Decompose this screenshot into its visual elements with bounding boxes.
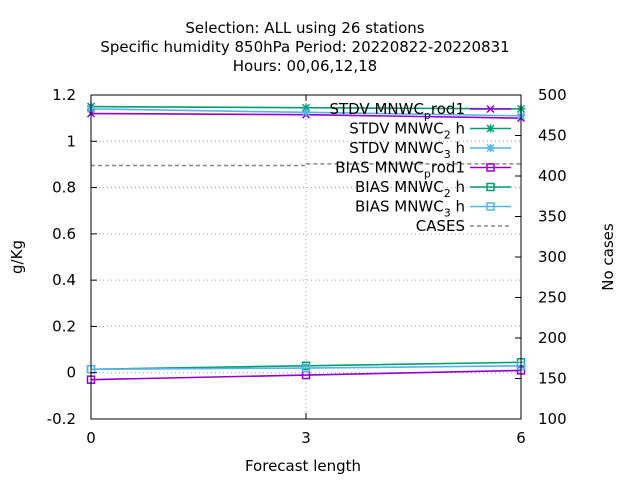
legend-label-main: STDV MNWC xyxy=(329,100,423,118)
legend-label-sub: p xyxy=(424,109,431,122)
legend-label-main: STDV MNWC xyxy=(349,139,443,157)
legend-label-sub: 2 xyxy=(444,187,451,200)
y2-tick-label: 250 xyxy=(538,289,567,307)
y-tick-label: 0 xyxy=(66,364,76,382)
legend-label: BIAS MNWCprod1 xyxy=(335,159,465,181)
data-point xyxy=(486,104,495,114)
y-tick-label: 0.4 xyxy=(52,271,76,289)
x-tick-label: 6 xyxy=(516,429,526,447)
y2-axis-label: No cases xyxy=(599,223,617,291)
legend-label: STDV MNWC2 h xyxy=(349,120,465,142)
legend-label-rest: rod1 xyxy=(431,159,465,177)
x-tick-label: 0 xyxy=(86,429,96,447)
legend-label-main: BIAS MNWC xyxy=(355,178,444,196)
data-point xyxy=(486,163,495,172)
legend-label: BIAS MNWC2 h xyxy=(355,178,465,200)
series-line xyxy=(90,364,522,371)
y2-tick-label: 100 xyxy=(538,410,567,428)
y-tick-label: 0.6 xyxy=(52,225,76,243)
y-tick-label: 0.8 xyxy=(52,179,76,197)
y-tick-label: 0.2 xyxy=(52,317,76,335)
y2-tick-label: 500 xyxy=(538,86,567,104)
y-tick-label: 1 xyxy=(66,132,76,150)
legend-label-rest: h xyxy=(451,198,465,216)
chart-title-line: Selection: ALL using 26 stations xyxy=(185,19,424,37)
legend-label-main: STDV MNWC xyxy=(349,120,443,138)
chart-title-line: Hours: 00,06,12,18 xyxy=(233,57,377,75)
legend-label: STDV MNWCprod1 xyxy=(329,100,465,122)
y2-tick-label: 200 xyxy=(538,329,567,347)
y2-tick-label: 450 xyxy=(538,127,567,145)
legend-label-rest: h xyxy=(451,120,465,138)
data-point xyxy=(486,124,495,133)
data-point xyxy=(301,108,311,117)
legend-label-sub: p xyxy=(424,168,431,181)
legend-label-sub: 3 xyxy=(444,207,451,220)
y-tick-label: -0.2 xyxy=(47,410,76,428)
x-tick-label: 3 xyxy=(301,429,311,447)
legend-label-rest: h xyxy=(451,139,465,157)
data-point xyxy=(486,143,495,153)
legend-label-main: BIAS MNWC xyxy=(335,159,424,177)
legend-label-main: BIAS MNWC xyxy=(355,198,444,216)
legend-label-rest: rod1 xyxy=(431,100,465,118)
data-point xyxy=(486,182,495,192)
data-point xyxy=(301,363,311,373)
y2-tick-label: 350 xyxy=(538,208,567,226)
series-line-cases xyxy=(91,163,522,167)
series-line xyxy=(90,369,522,381)
chart-title-line: Specific humidity 850hPa Period: 2022082… xyxy=(100,38,509,56)
tick-layer: -0.2 0 0.2 0.4 0.6 0.8 1 1.2 100 150 200 250 300 350 4… xyxy=(47,86,567,447)
legend-label-sub: 3 xyxy=(444,148,451,161)
y2-tick-label: 300 xyxy=(538,248,567,266)
x-axis-label: Forecast length xyxy=(245,457,361,475)
legend-label-rest: h xyxy=(451,178,465,196)
y2-tick-label: 150 xyxy=(538,370,567,388)
y2-tick-label: 400 xyxy=(538,167,567,185)
legend-label-main: CASES xyxy=(416,217,465,235)
legend-label: STDV MNWC3 h xyxy=(349,139,465,161)
y-axis-label: g/Kg xyxy=(8,240,26,274)
y-tick-label: 1.2 xyxy=(52,86,76,104)
chart-title: Selection: ALL using 26 stationsSpecific… xyxy=(100,19,509,75)
legend-label: CASES xyxy=(416,217,465,235)
data-point xyxy=(486,202,495,211)
legend-label-sub: 2 xyxy=(444,129,451,142)
legend-label: BIAS MNWC3 h xyxy=(355,198,465,220)
